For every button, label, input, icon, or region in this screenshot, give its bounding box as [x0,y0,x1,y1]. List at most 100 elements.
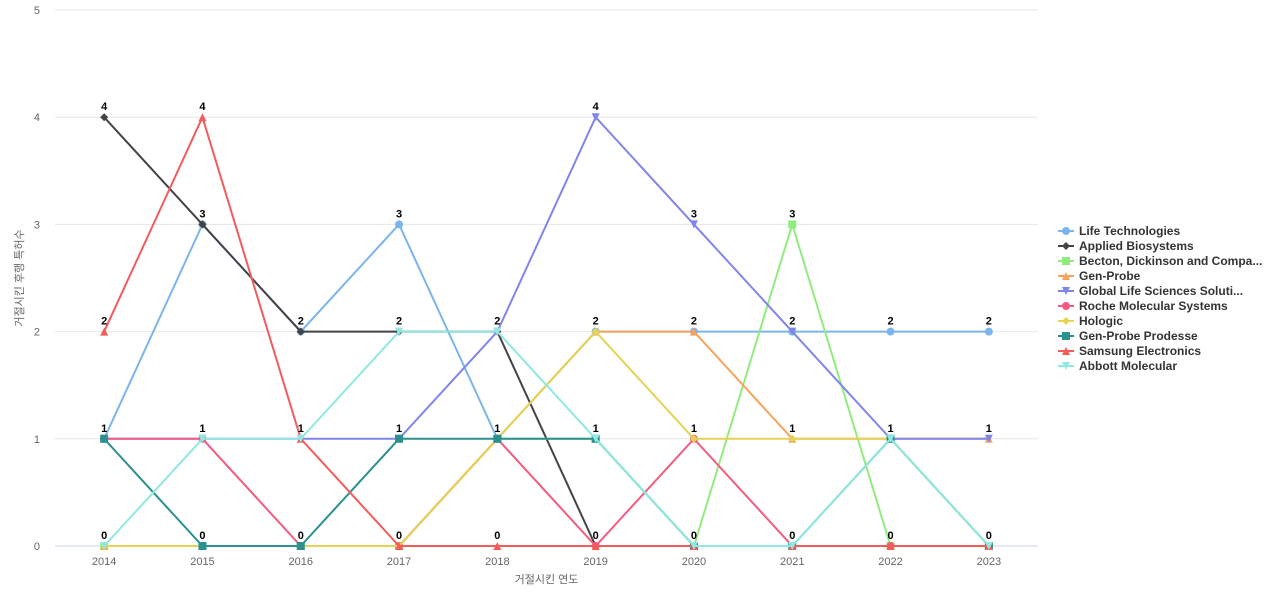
point [984,327,993,336]
x-tick-label: 2016 [289,556,313,568]
data-label: 3 [199,208,205,220]
legend-label: Abbott Molecular [1079,359,1177,373]
series-line [103,330,990,547]
series-line [103,114,989,547]
x-tick-label: 2015 [190,556,214,568]
legend-label: Applied Biosystems [1079,239,1194,253]
legend-label: Gen-Probe Prodesse [1079,329,1198,343]
data-label: 0 [887,530,893,542]
data-label: 3 [789,208,795,220]
point [198,542,207,550]
legend-label: Gen-Probe [1079,269,1141,283]
legend-symbol [1062,272,1070,280]
y-tick-label: 2 [34,327,40,339]
point [984,542,993,550]
data-label: 2 [298,316,304,328]
point [296,542,305,550]
legend-symbol [1062,332,1070,340]
x-tick-label: 2014 [92,556,116,568]
legend-label: Samsung Electronics [1079,344,1201,358]
data-label: 1 [101,423,107,435]
point [100,327,109,336]
data-label: 2 [691,316,697,328]
legend-symbol [1062,302,1070,310]
point [493,434,502,443]
legend-symbol [1062,347,1070,355]
legend-symbol [1062,362,1070,370]
legend-label: Roche Molecular Systems [1079,299,1228,313]
point [788,542,797,550]
data-label: 0 [101,530,107,542]
x-tick-label: 2020 [682,556,706,568]
data-label: 0 [396,530,402,542]
legend-symbol [1062,287,1070,295]
data-label: 0 [199,530,205,542]
point [198,220,207,229]
legend-label: Global Life Sciences Soluti... [1079,284,1243,298]
x-axis-title: 거절시킨 연도 [515,573,579,586]
point [100,542,109,550]
data-label: 4 [101,101,108,113]
x-tick-label: 2019 [583,556,607,568]
data-label: 0 [298,530,304,542]
point [296,434,305,443]
data-label: 1 [298,423,304,435]
x-tick-label: 2021 [780,556,804,568]
data-label: 0 [789,530,795,542]
point [198,113,207,122]
point [395,220,404,229]
point [591,434,600,443]
point [198,434,207,443]
point [886,327,895,336]
x-tick-label: 2017 [387,556,411,568]
y-tick-label: 5 [34,5,40,17]
legend-label: Life Technologies [1079,224,1180,238]
legend-label: Hologic [1079,314,1123,328]
data-label: 1 [887,423,893,435]
series [100,327,993,550]
point [100,434,109,443]
point [591,113,600,122]
data-label: 1 [789,423,795,435]
y-tick-label: 4 [34,112,40,124]
point [788,434,797,443]
y-tick-label: 1 [34,434,40,446]
point [395,434,404,443]
data-label: 0 [593,530,599,542]
legend-symbol [1062,317,1070,325]
legend-symbol [1062,257,1070,265]
data-label: 1 [494,423,500,435]
data-label: 4 [593,101,600,113]
legend-symbol [1062,242,1070,250]
point [689,220,698,229]
series-line [104,437,989,548]
point [689,434,698,443]
data-label: 2 [887,316,893,328]
series [100,434,993,550]
data-label: 2 [494,316,500,328]
data-label: 2 [396,316,402,328]
point [788,220,797,229]
data-label: 4 [199,101,206,113]
point [591,327,600,336]
point [689,542,698,550]
data-label: 0 [691,530,697,542]
data-label: 3 [396,208,402,220]
x-tick-label: 2023 [977,556,1001,568]
y-tick-label: 3 [34,219,40,231]
data-label: 2 [593,316,599,328]
point [493,542,502,550]
legend-label: Becton, Dickinson and Compa... [1079,254,1262,268]
series-line [104,115,989,440]
data-label: 1 [986,423,992,435]
point [689,327,698,336]
x-tick-label: 2022 [878,556,902,568]
data-labels: 1 3 2 3 1 2 2 2 2 2 4 2 2 0 0 0 0 0 0 0 0 0 1 3 1 1 1 1 1 1 4 3 1 2 4 0 [101,101,992,542]
data-label: 2 [789,316,795,328]
data-label: 1 [396,423,402,435]
series [100,113,993,443]
y-axis-title: 거절시킨 후행 특허수 [13,229,26,326]
data-label: 2 [986,316,992,328]
data-label: 0 [494,530,500,542]
